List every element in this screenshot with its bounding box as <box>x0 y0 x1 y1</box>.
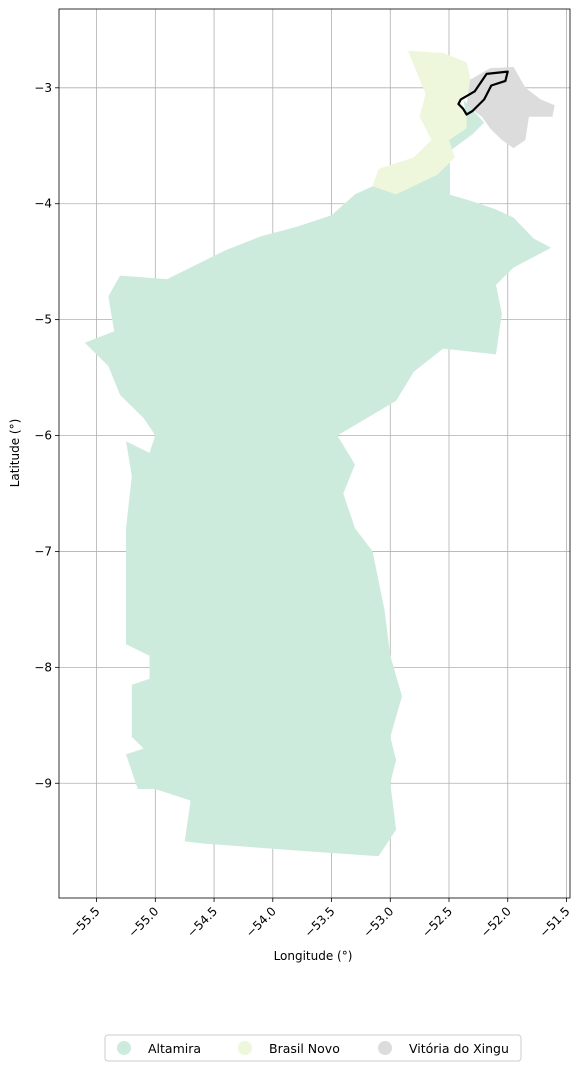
x-tick-label-5: −53.0 <box>360 904 396 940</box>
highlight-outline <box>457 70 509 116</box>
y-tick-label-0: −3 <box>34 81 52 95</box>
y-tick-label-4: −7 <box>34 544 52 558</box>
y-tick-label-5: −8 <box>34 660 52 674</box>
x-tick-label-7: −52.0 <box>478 904 514 940</box>
x-tick-label-4: −53.5 <box>302 904 338 940</box>
plot-frame <box>58 8 571 899</box>
legend-marker-2 <box>378 1041 392 1055</box>
region-altamira <box>84 99 552 857</box>
x-tick-label-6: −52.5 <box>419 904 455 940</box>
y-axis-label: Latitude (°) <box>8 419 22 488</box>
x-tick-label-0: −55.5 <box>67 904 103 940</box>
highlight-polygon <box>457 70 509 116</box>
y-axis-ticks: −3 −4 −5 −6 −7 −8 −9 <box>34 81 59 790</box>
x-axis-ticks: −55.5 −55.0 −54.5 −54.0 −53.5 −53.0 −52.5 −52.0… <box>67 898 573 940</box>
y-tick-label-1: −4 <box>34 197 52 211</box>
x-tick-label-3: −54.0 <box>243 904 279 940</box>
x-tick-label-1: −55.0 <box>126 904 162 940</box>
x-axis-label: Longitude (°) <box>274 949 353 963</box>
y-tick-label-3: −6 <box>34 429 52 443</box>
legend-label-0: Altamira <box>148 1041 201 1056</box>
legend-label-2: Vitória do Xingu <box>409 1041 509 1056</box>
region-polygons <box>84 50 555 857</box>
legend-frame <box>104 1034 522 1062</box>
y-tick-label-2: −5 <box>34 313 52 327</box>
legend-marker-0 <box>117 1041 131 1055</box>
y-tick-label-6: −9 <box>34 776 52 790</box>
x-tick-label-8: −51.5 <box>537 904 573 940</box>
legend-marker-1 <box>238 1041 252 1055</box>
legend: Altamira Brasil Novo Vitória do Xingu <box>104 1034 522 1062</box>
legend-label-1: Brasil Novo <box>269 1041 340 1056</box>
region-vit-ria-do-xingu <box>466 67 555 149</box>
region-brasil-novo <box>372 50 473 195</box>
x-tick-label-2: −54.5 <box>184 904 220 940</box>
